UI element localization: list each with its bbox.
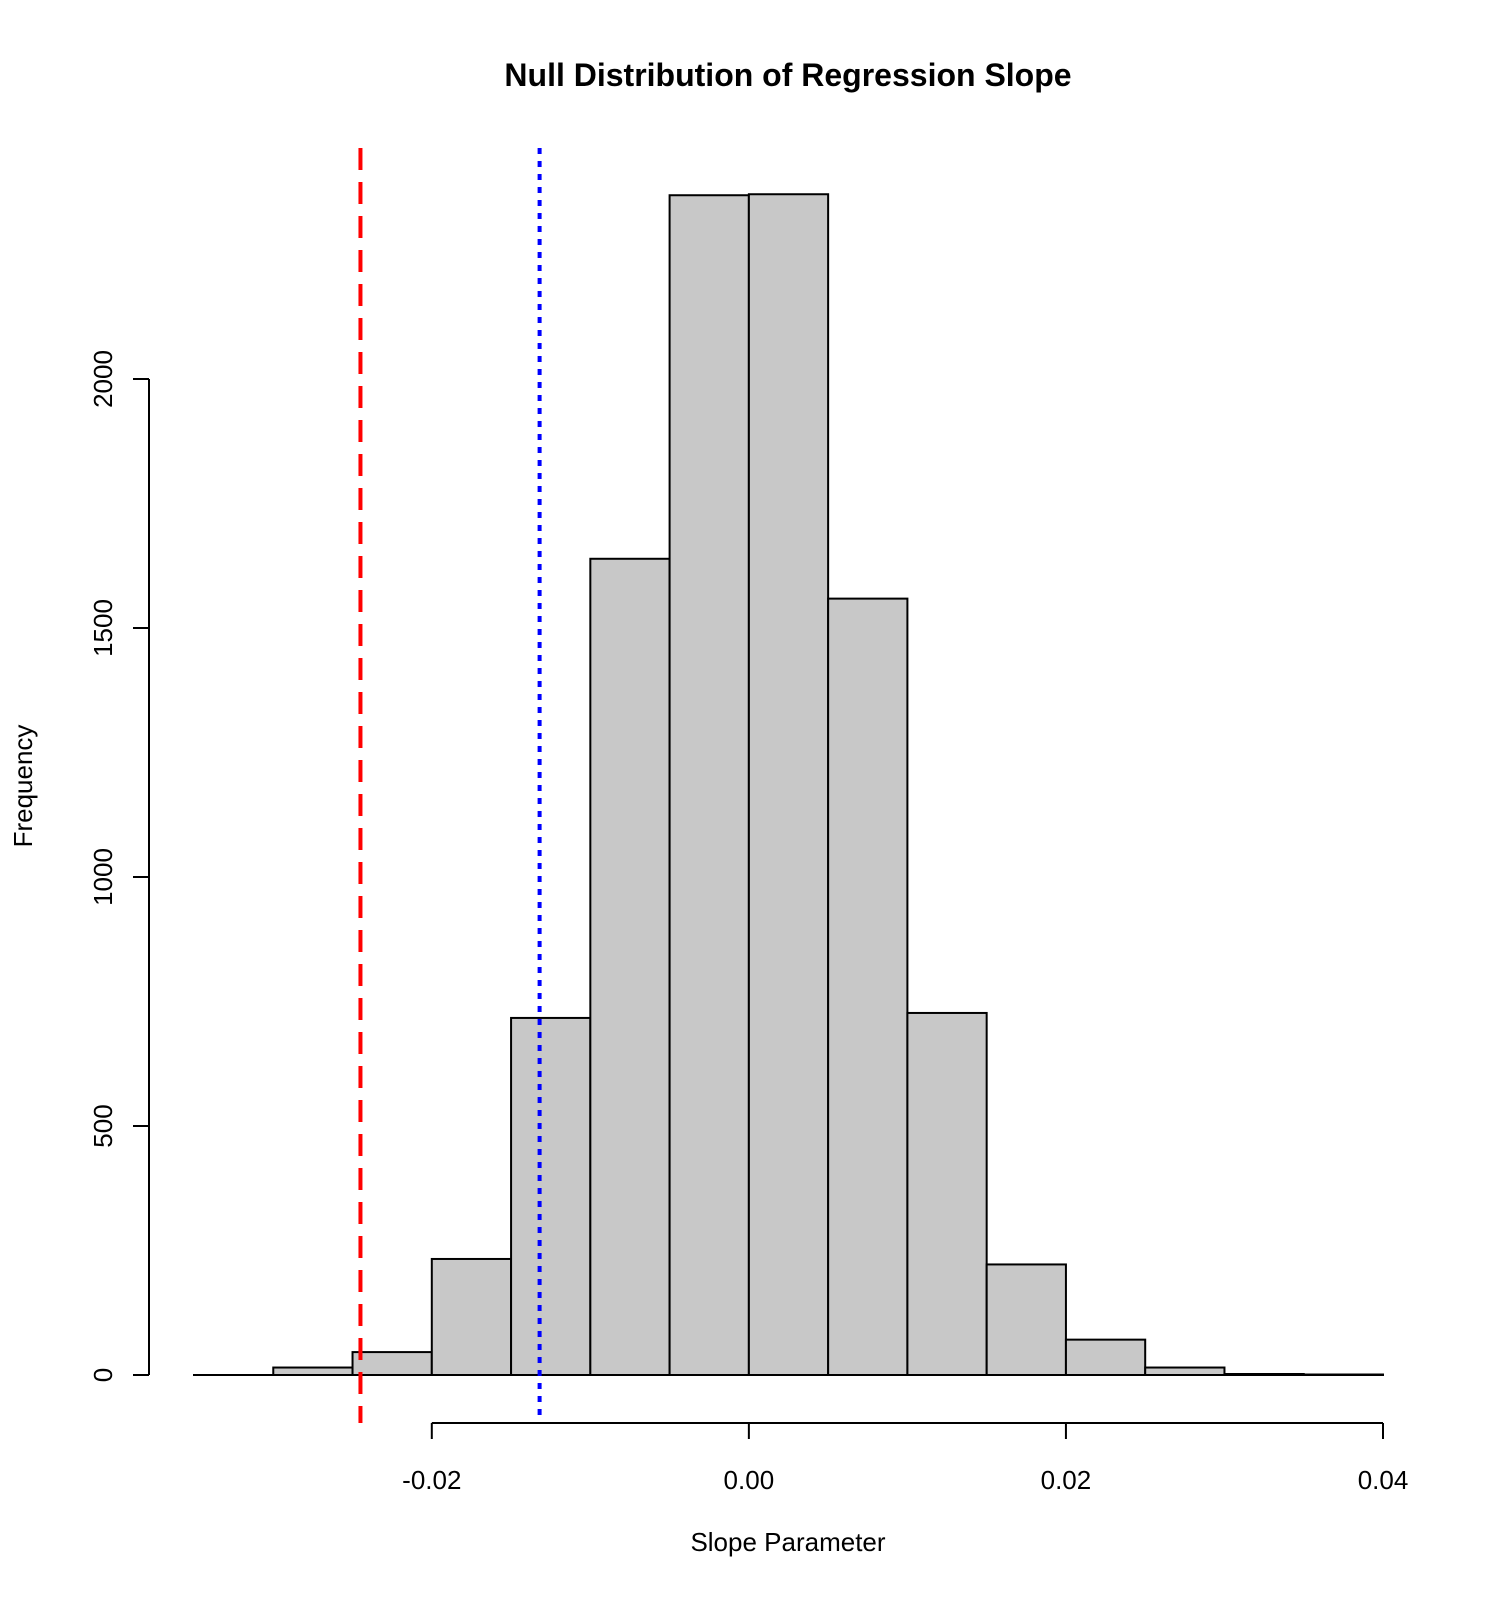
- y-tick-label: 1500: [88, 599, 118, 657]
- histogram-bar: [827, 597, 909, 1376]
- histogram-bars: [193, 193, 1384, 1377]
- chart-title: Null Distribution of Regression Slope: [504, 57, 1071, 93]
- x-axis: -0.02 0.00 0.02 0.04: [402, 1422, 1409, 1495]
- y-axis: 0 500 1000 1500 2000: [88, 350, 150, 1382]
- histogram-bar: [272, 1366, 354, 1377]
- histogram-bar: [1223, 1373, 1305, 1377]
- y-axis-label: Frequency: [8, 725, 38, 848]
- histogram-bar: [351, 1351, 433, 1377]
- histogram-bar: [1064, 1338, 1147, 1376]
- y-tick-label: 500: [88, 1104, 118, 1147]
- x-tick-label: 0.04: [1358, 1465, 1409, 1495]
- histogram-bar: [747, 193, 830, 1377]
- histogram-bar: [668, 194, 750, 1376]
- x-tick-label: 0.02: [1041, 1465, 1092, 1495]
- histogram-bar: [430, 1257, 513, 1376]
- reference-lines: [358, 148, 542, 1423]
- x-tick-label: 0.00: [724, 1465, 775, 1495]
- histogram-bar: [589, 557, 671, 1376]
- y-tick-label: 2000: [88, 350, 118, 408]
- x-axis-label: Slope Parameter: [690, 1527, 885, 1557]
- x-tick-label: -0.02: [402, 1465, 461, 1495]
- histogram-bar: [510, 1016, 592, 1377]
- histogram-bar: [985, 1263, 1067, 1376]
- histogram-bar: [1144, 1366, 1226, 1377]
- histogram-bar: [906, 1011, 988, 1376]
- y-tick-label: 1000: [88, 848, 118, 906]
- y-tick-label: 0: [88, 1368, 118, 1382]
